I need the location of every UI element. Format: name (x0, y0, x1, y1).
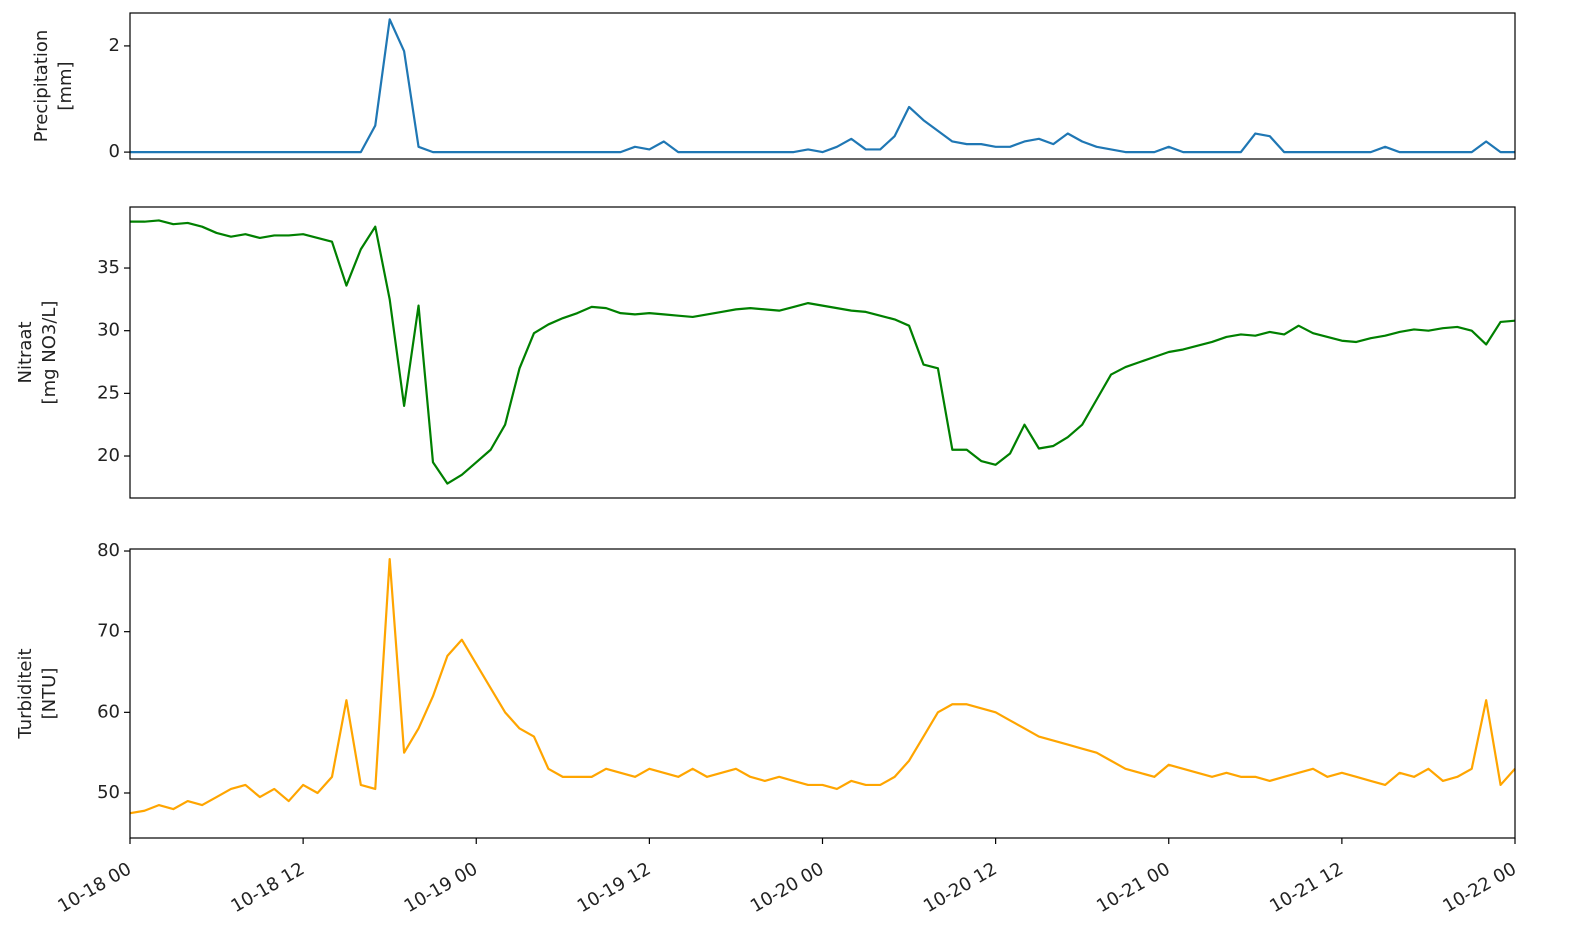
data-line (130, 18, 1515, 154)
x-tick-label: 10-20 00 (747, 858, 828, 917)
y-tick-label: 50 (97, 782, 120, 803)
y-tick-label: 60 (97, 701, 120, 722)
y-tick-label: 0 (109, 141, 120, 162)
y-tick-label: 80 (97, 540, 120, 561)
data-line (129, 557, 1516, 815)
x-tick-label: 10-20 12 (920, 858, 1001, 917)
y-tick-label: 70 (97, 621, 120, 642)
y-tick-label: 35 (97, 257, 120, 278)
y-axis-label: [NTU] (39, 668, 60, 720)
x-tick-label: 10-22 00 (1439, 858, 1520, 917)
x-tick-label: 10-21 12 (1266, 858, 1347, 917)
y-axis-label: Turbiditeit (15, 648, 36, 739)
y-axis-label: Nitraat (15, 321, 36, 383)
y-tick-label: 20 (97, 445, 120, 466)
axes-frame (129, 206, 1516, 499)
y-axis-label: [mm] (55, 61, 76, 110)
y-axis-label: Precipitation (31, 30, 52, 143)
y-tick-label: 25 (97, 382, 120, 403)
axes-frame (129, 12, 1516, 160)
y-tick-label: 30 (97, 320, 120, 341)
y-tick-label: 2 (109, 35, 120, 56)
x-tick-label: 10-21 00 (1093, 858, 1174, 917)
axes-frame (129, 548, 1516, 839)
x-tick-label: 10-19 00 (401, 858, 482, 917)
y-axis-label: [mg NO3/L] (39, 301, 60, 405)
x-tick-label: 10-19 12 (574, 858, 655, 917)
data-line (130, 219, 1516, 485)
x-tick-label: 10-18 12 (228, 858, 309, 917)
x-tick-label: 10-18 00 (54, 858, 135, 917)
